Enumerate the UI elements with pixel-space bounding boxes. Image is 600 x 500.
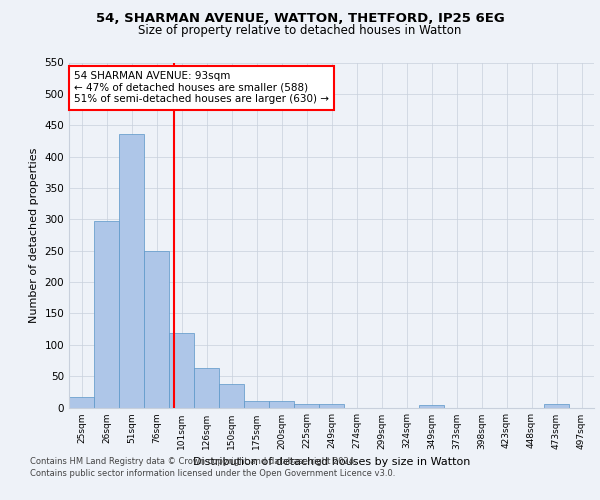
- Bar: [269, 400, 294, 407]
- Bar: [419, 405, 444, 407]
- Bar: [169, 334, 194, 407]
- Y-axis label: Number of detached properties: Number of detached properties: [29, 148, 39, 322]
- Text: Size of property relative to detached houses in Watton: Size of property relative to detached ho…: [139, 24, 461, 37]
- Text: 54 SHARMAN AVENUE: 93sqm
← 47% of detached houses are smaller (588)
51% of semi-: 54 SHARMAN AVENUE: 93sqm ← 47% of detach…: [74, 71, 329, 104]
- Bar: [319, 404, 344, 407]
- Bar: [219, 384, 244, 407]
- X-axis label: Distribution of detached houses by size in Watton: Distribution of detached houses by size …: [193, 457, 470, 467]
- Bar: [69, 397, 94, 407]
- Bar: [244, 401, 269, 407]
- Bar: [144, 250, 169, 408]
- Bar: [544, 404, 569, 407]
- Bar: [194, 368, 219, 408]
- Bar: [94, 220, 119, 408]
- Bar: [294, 404, 319, 407]
- Text: Contains public sector information licensed under the Open Government Licence v3: Contains public sector information licen…: [30, 469, 395, 478]
- Bar: [119, 134, 144, 407]
- Text: 54, SHARMAN AVENUE, WATTON, THETFORD, IP25 6EG: 54, SHARMAN AVENUE, WATTON, THETFORD, IP…: [95, 12, 505, 26]
- Text: Contains HM Land Registry data © Crown copyright and database right 2024.: Contains HM Land Registry data © Crown c…: [30, 458, 356, 466]
